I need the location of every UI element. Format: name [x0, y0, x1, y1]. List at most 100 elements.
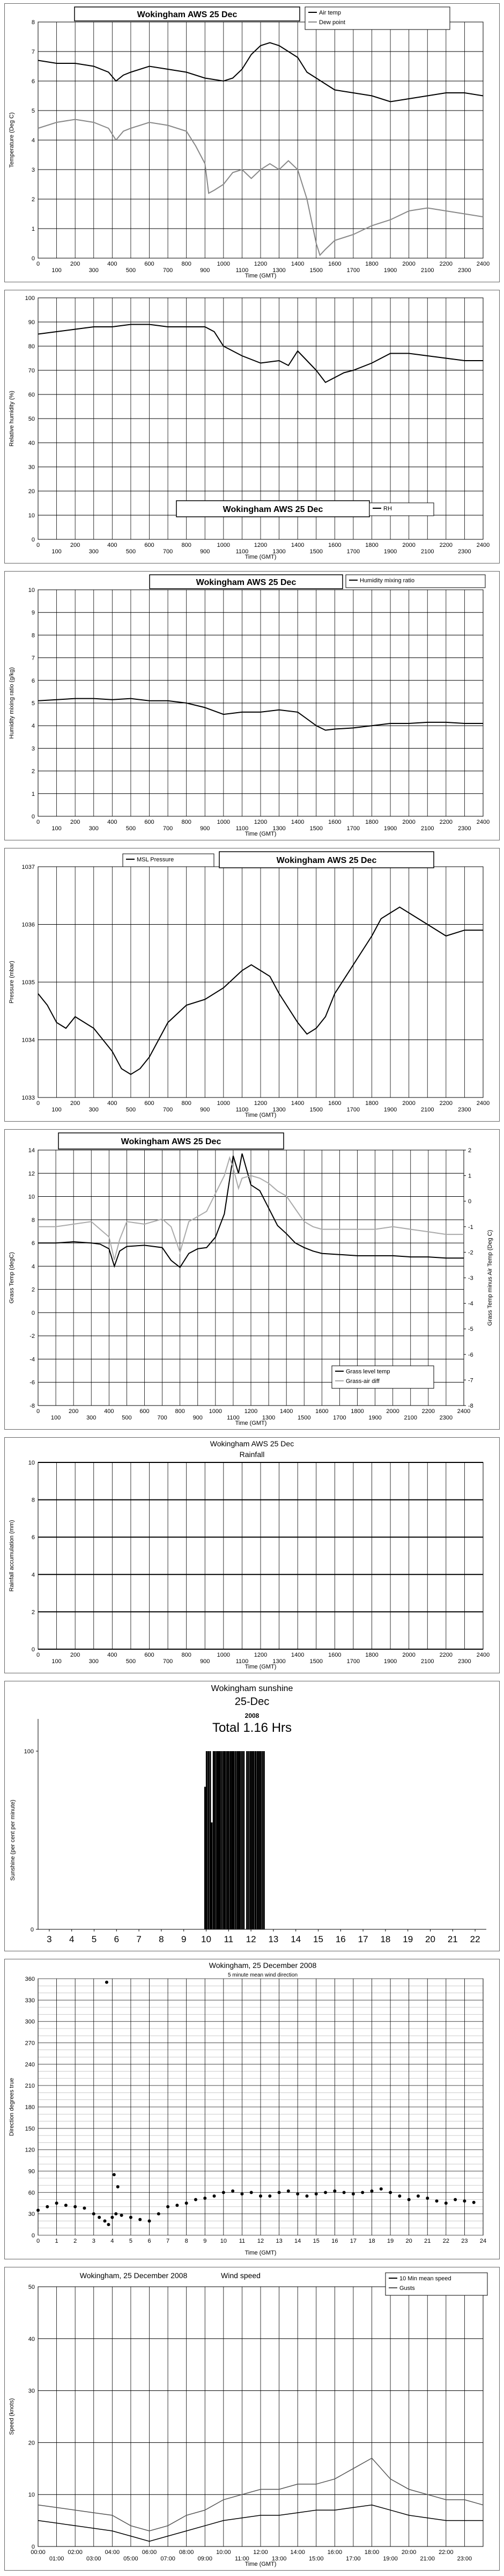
x-tick-label: 1900 — [384, 825, 397, 832]
y-tick-label: 1 — [32, 791, 35, 797]
data-point — [305, 2194, 309, 2198]
x-tick-label: 1200 — [254, 1100, 267, 1107]
y-tick-label: 1033 — [22, 1095, 35, 1101]
data-point — [342, 2191, 346, 2194]
x-tick-label: 7 — [166, 2238, 169, 2244]
x-tick-label: 1700 — [347, 1107, 360, 1113]
x-tick-label: 2400 — [477, 819, 490, 825]
sunshine-bar — [224, 1751, 226, 1929]
x-axis-label: Time (GMT) — [245, 831, 277, 837]
data-point — [407, 2198, 411, 2201]
sunshine-bar — [227, 1751, 229, 1929]
x-tick-label: 24 — [480, 2238, 486, 2244]
x-tick-label: 10 — [220, 2238, 227, 2244]
y-tick-label: 30 — [28, 2211, 35, 2218]
x-tick-label: 12 — [257, 2238, 264, 2244]
x-tick-label: 300 — [89, 548, 99, 555]
series-line — [38, 2504, 483, 2542]
sunshine-bar — [246, 1751, 248, 1929]
y-tick-label: 2 — [32, 1609, 35, 1615]
y-tick-label: 1036 — [22, 922, 35, 928]
y-axis-label: Temperature (Deg C) — [9, 112, 15, 167]
x-tick-label: 700 — [163, 548, 173, 555]
x-tick-label: 6 — [114, 1934, 119, 1944]
y-tick-label: 40 — [28, 2336, 35, 2343]
data-point — [398, 2194, 402, 2198]
x-tick-label: 15 — [313, 1934, 323, 1944]
chart-title: Wokingham, 25 December 2008 — [209, 1961, 317, 1970]
x-tick-label: 19 — [403, 1934, 413, 1944]
x-tick-label: 0 — [36, 1408, 40, 1415]
x-tick-label: 08:00 — [179, 2549, 194, 2556]
chart-wind-speed: 0 10 20 30 40 50 00:00 02:00 04:00 06:00 08:00 10:0… — [4, 2267, 500, 2571]
x-tick-label: 400 — [104, 1408, 114, 1415]
y-tick-label: 40 — [28, 440, 35, 447]
x-tick-label: 200 — [69, 1408, 78, 1415]
x-tick-label: 900 — [200, 1107, 210, 1113]
chart-rainfall: 0 2 4 6 8 10 0 200 400 600 800 1000 1200 1400 1600 1800… — [4, 1437, 500, 1673]
x-tick-label: 200 — [70, 819, 80, 825]
x-tick-label: 20:00 — [402, 2549, 417, 2556]
sunshine-bar — [205, 1751, 207, 1929]
data-point — [240, 2192, 244, 2196]
x-tick-label: 1400 — [291, 261, 304, 267]
y-right-tick-label: 0 — [468, 1198, 471, 1205]
x-tick-label: 2100 — [421, 1658, 434, 1665]
data-point — [379, 2187, 383, 2191]
chart-sunshine: Wokingham sunshine 25-Dec 2008 Total 1.16 H… — [4, 1681, 500, 1951]
data-point — [166, 2205, 170, 2208]
x-tick-label: 700 — [163, 267, 173, 274]
x-tick-label: 15 — [313, 2238, 320, 2244]
chart-subtitle: 5 minute mean wind direction — [228, 1972, 298, 1978]
x-tick-label: 900 — [200, 1658, 210, 1665]
x-tick-label: 1100 — [236, 825, 249, 832]
y-tick-label: 0 — [32, 2233, 35, 2239]
legend-label: RH — [383, 506, 392, 512]
y-tick-label: 90 — [28, 2169, 35, 2175]
x-tick-label: 1000 — [217, 542, 230, 548]
data-point — [324, 2191, 328, 2194]
sunshine-bar — [241, 1751, 243, 1929]
data-point — [463, 2199, 466, 2203]
x-tick-label: 8 — [159, 1934, 164, 1944]
x-tick-label: 1600 — [328, 542, 341, 548]
data-point — [184, 2201, 188, 2205]
x-tick-label: 1200 — [254, 819, 267, 825]
sunshine-bar — [243, 1751, 245, 1929]
y-tick-label: 12 — [28, 1170, 35, 1177]
x-tick-label: 400 — [107, 1100, 117, 1107]
x-tick-label: 22:00 — [439, 2549, 454, 2556]
x-tick-label: 16:00 — [328, 2549, 343, 2556]
x-tick-label: 600 — [144, 1652, 154, 1658]
sunshine-bar — [209, 1751, 211, 1929]
y-tick-label: 4 — [32, 723, 35, 729]
y-tick-label: 2 — [32, 1287, 35, 1293]
chart-temperature: 0 1 2 3 4 5 6 7 8 0 200 400 600 800 1000 1200 1400 1600 18… — [4, 3, 500, 282]
data-point — [98, 2215, 101, 2219]
y-tick-label: 240 — [25, 2061, 35, 2068]
x-tick-label: 22 — [470, 1934, 480, 1944]
x-tick-label: 2 — [73, 2238, 77, 2244]
x-tick-label: 3 — [92, 2238, 95, 2244]
y-tick-label: 6 — [32, 1240, 35, 1247]
y-tick-label: 20 — [28, 488, 35, 495]
y-tick-label: 1035 — [22, 979, 35, 986]
y-tick-label: 60 — [28, 2190, 35, 2196]
x-tick-label: 8 — [185, 2238, 188, 2244]
y-tick-label: 80 — [28, 343, 35, 350]
y-tick-label: 10 — [28, 1460, 35, 1466]
x-tick-label: 1400 — [291, 819, 304, 825]
sunshine-bar — [219, 1751, 221, 1929]
x-tick-label: 2300 — [458, 1658, 471, 1665]
y-tick-label: 6 — [32, 1534, 35, 1541]
sunshine-bar — [217, 1751, 219, 1929]
x-tick-label: 2300 — [458, 825, 471, 832]
x-tick-label: 1100 — [236, 267, 249, 274]
sunshine-bar — [254, 1751, 256, 1929]
sunshine-bar — [207, 1751, 210, 1929]
x-tick-label: 1200 — [254, 1652, 267, 1658]
x-tick-label: 1600 — [328, 1652, 341, 1658]
data-point — [231, 2189, 235, 2193]
x-tick-label: 18 — [380, 1934, 390, 1944]
